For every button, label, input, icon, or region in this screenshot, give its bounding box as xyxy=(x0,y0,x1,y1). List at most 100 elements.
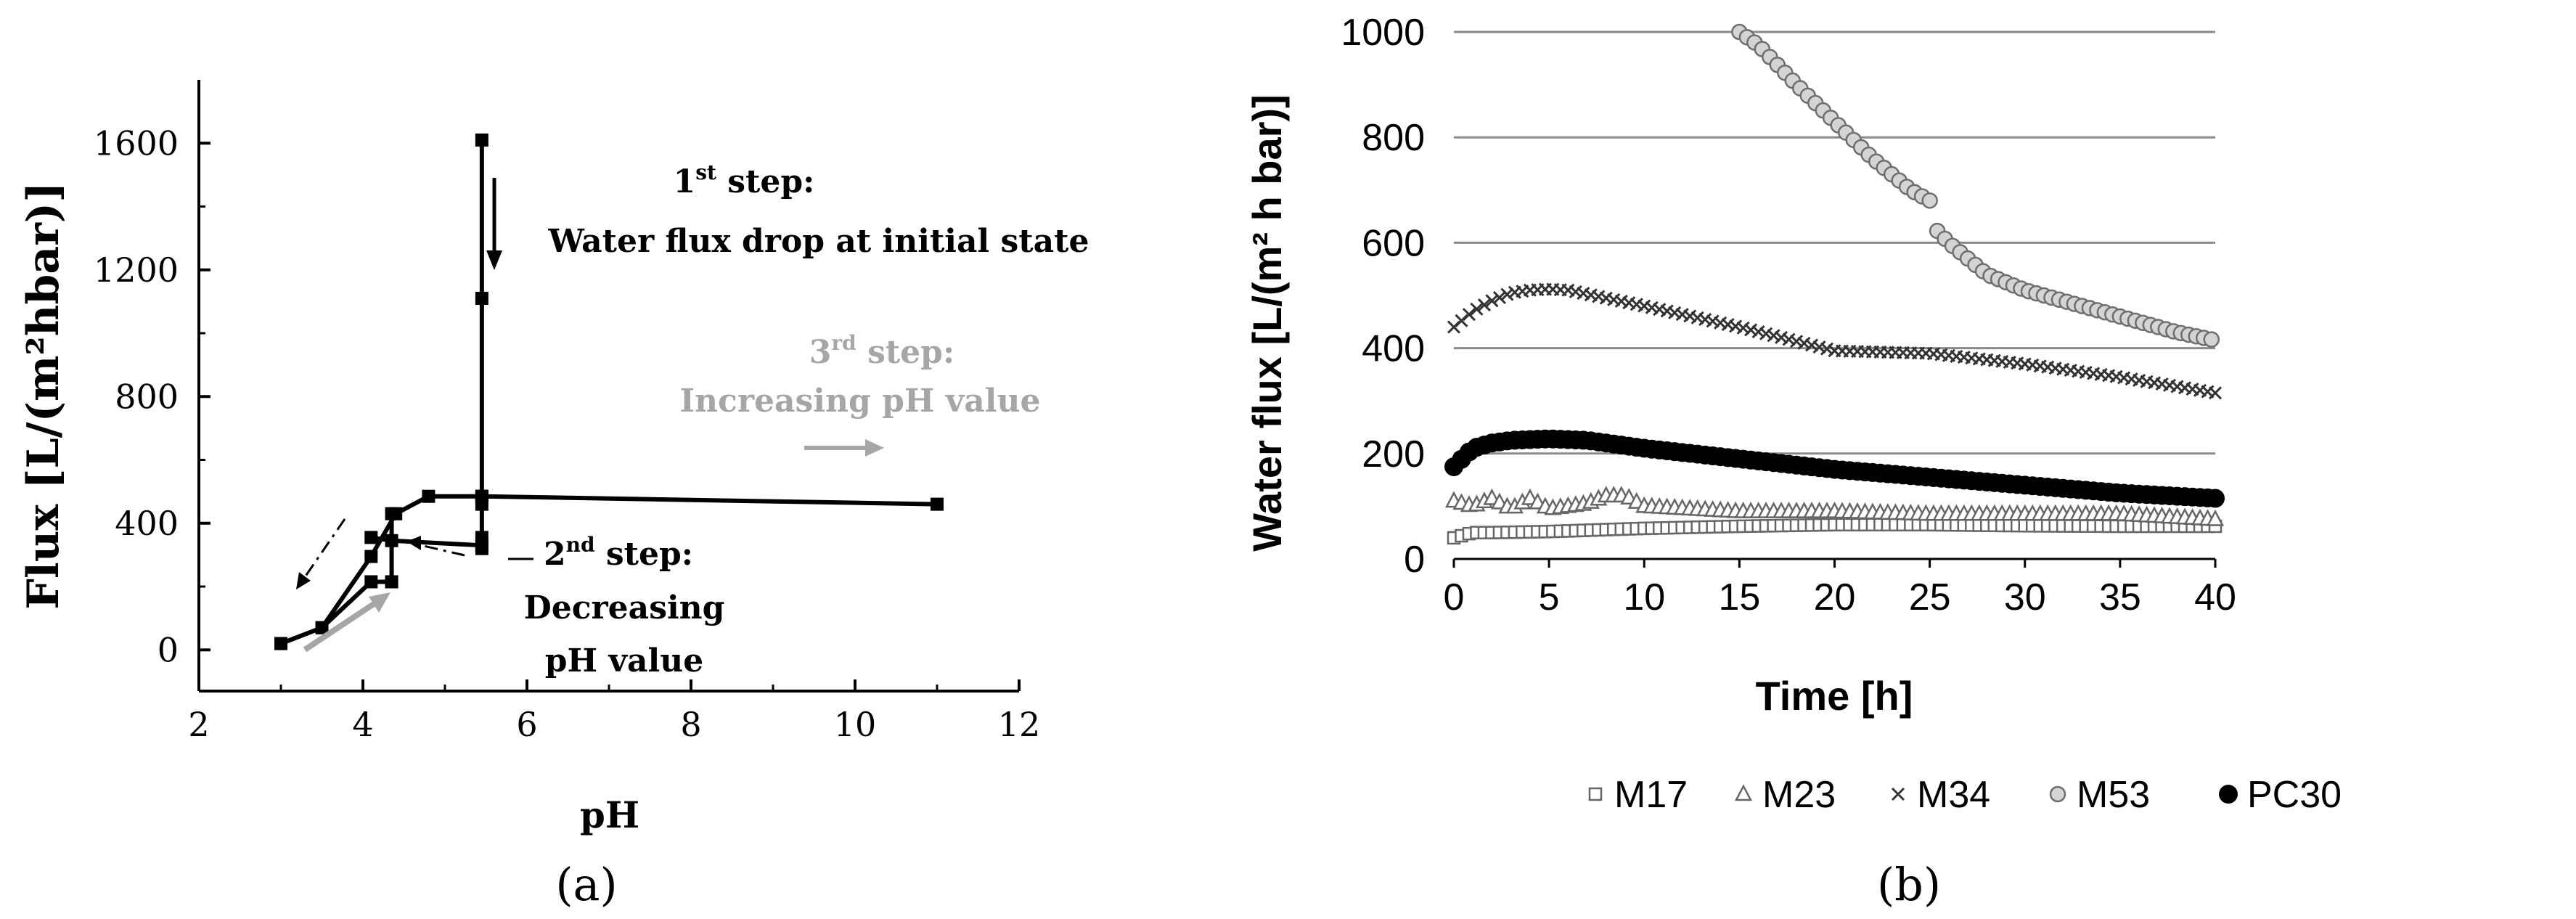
panel-a-series-line-3 xyxy=(481,494,938,507)
panel-a-data-point xyxy=(364,575,378,589)
data-point-M34 xyxy=(1797,336,1811,350)
panel-b-x-tick-label: 25 xyxy=(1909,576,1951,618)
step3-heading: 3rd step: xyxy=(809,331,954,371)
panel-b-x-tick-label: 0 xyxy=(1444,576,1465,618)
panel-b-y-ticks: 0 200 400 600 800 1000 xyxy=(1341,12,1425,581)
data-point-M53 xyxy=(1921,192,1938,209)
panel-a-x-ticks: 2 4 6 8 10 12 xyxy=(188,679,1040,744)
series-M17 xyxy=(1447,518,2223,545)
data-point-M34 xyxy=(1820,342,1834,356)
legend-marker-M17 xyxy=(1588,787,1603,801)
panel-b-y-tick-label: 600 xyxy=(1362,222,1425,264)
legend-marker-PC30 xyxy=(2219,785,2238,804)
panel-b-y-tick-label: 200 xyxy=(1362,433,1425,475)
data-point-M34 xyxy=(1751,325,1765,339)
data-point-M34 xyxy=(1767,329,1780,343)
increase-arrow xyxy=(303,600,378,653)
legend-item-M34: M34 xyxy=(1891,774,1990,816)
data-point-M34 xyxy=(1782,332,1796,346)
panel-a-data-point xyxy=(475,292,488,306)
step2-heading: 2nd step: xyxy=(544,533,693,573)
data-point-M34 xyxy=(1729,319,1743,333)
step3-arrowhead xyxy=(865,439,884,457)
panel-a-data-point xyxy=(475,539,488,552)
data-point-M34 xyxy=(1759,327,1773,340)
step2-arrow-right xyxy=(417,543,465,557)
panel-b-x-tick-label: 35 xyxy=(2099,576,2141,618)
panel-a-data-point xyxy=(385,507,398,520)
series-M23 xyxy=(1444,486,2225,526)
legend-label-M17: M17 xyxy=(1614,774,1688,816)
legend-marker-M23 xyxy=(1734,784,1753,801)
increase-arrowhead xyxy=(369,592,391,613)
panel-b-x-tick-label: 20 xyxy=(1814,576,1856,618)
panel-a-data-point xyxy=(385,575,398,589)
step2-text-line3: pH value xyxy=(545,642,703,679)
annotation-step3: 3rd step: Increasing pH value xyxy=(679,331,1041,457)
series-M34 xyxy=(1447,282,2223,400)
legend-label-M34: M34 xyxy=(1917,774,1990,816)
panel-a-data-point xyxy=(364,531,378,544)
panel-a-data-point xyxy=(475,489,488,503)
data-point-M34 xyxy=(1653,303,1667,316)
legend-label-PC30: PC30 xyxy=(2247,774,2342,816)
panel-a-data-point xyxy=(274,637,287,650)
step2-text-line2: Decreasing xyxy=(524,589,725,626)
panel-b-x-tick-label: 40 xyxy=(2194,576,2236,618)
panel-b-x-tick-label: 10 xyxy=(1623,576,1665,618)
data-point-M34 xyxy=(1789,335,1804,348)
data-point-M34 xyxy=(1736,321,1750,335)
legend-item-M53: M53 xyxy=(2049,774,2150,816)
data-point-M34 xyxy=(1690,311,1704,324)
legend-item-M17: M17 xyxy=(1588,774,1688,816)
panel-a-data-point xyxy=(931,497,944,511)
panel-b: 0 5 10 15 20 25 30 35 40 0 200 400 600 800 1000 Water… xyxy=(1244,12,2342,911)
panel-a-x-tick-label: 4 xyxy=(352,705,373,744)
step3-text: Increasing pH value xyxy=(679,383,1040,420)
panel-b-y-tick-label: 400 xyxy=(1362,328,1425,370)
data-point-M34 xyxy=(1744,323,1758,337)
panel-a-x-tick-label: 8 xyxy=(680,705,701,744)
data-point-M34 xyxy=(2208,386,2223,400)
annotation-step1: 1st step: Water flux drop at initial sta… xyxy=(486,160,1089,270)
legend-marker-M53 xyxy=(2049,785,2066,803)
legend-label-M53: M53 xyxy=(2077,774,2150,816)
data-point-M34 xyxy=(1721,318,1735,332)
panel-b-gridlines xyxy=(1454,30,2215,455)
data-point-M34 xyxy=(1698,313,1712,327)
data-point-M34 xyxy=(1675,308,1689,322)
panel-a-data-point xyxy=(422,489,436,503)
panel-a-y-ticks: 0 400 800 1200 1600 xyxy=(94,123,210,669)
step1-text: Water flux drop at initial state xyxy=(548,223,1089,260)
data-point-M34 xyxy=(1804,338,1819,352)
step2-arrowhead-left xyxy=(296,572,311,589)
panel-b-x-ticks: 0 5 10 15 20 25 30 35 40 xyxy=(1444,559,2236,618)
panel-a-y-tick-label: 1200 xyxy=(94,250,179,290)
data-point-M34 xyxy=(1637,299,1651,313)
panel-b-x-tick-label: 15 xyxy=(1718,576,1760,618)
data-point-M34 xyxy=(1492,290,1507,304)
data-point-M34 xyxy=(1485,294,1499,308)
panel-a-x-tick-label: 10 xyxy=(834,705,877,744)
panel-b-y-tick-label: 800 xyxy=(1362,117,1425,159)
legend-label-M23: M23 xyxy=(1762,774,1836,816)
step1-arrowhead xyxy=(486,250,502,270)
data-point-M34 xyxy=(1645,301,1659,314)
panel-a-data-point xyxy=(475,133,488,147)
panel-a-y-tick-label: 400 xyxy=(115,504,179,543)
panel-b-y-tick-label: 0 xyxy=(1404,539,1425,581)
data-point-M34 xyxy=(1683,309,1697,323)
panel-a-x-tick-label: 2 xyxy=(188,705,209,744)
panel-a-xlabel: pH xyxy=(580,793,639,836)
data-point-M34 xyxy=(1668,306,1682,319)
data-point-PC30 xyxy=(2206,489,2225,508)
annotation-step2: 2nd step: Decreasing pH value xyxy=(296,518,725,679)
panel-a-series-line-5 xyxy=(279,579,392,646)
panel-b-y-tick-label: 1000 xyxy=(1341,12,1425,54)
panel-b-xlabel: Time [h] xyxy=(1756,673,1913,719)
data-point-M34 xyxy=(1706,314,1720,328)
legend-marker-M34 xyxy=(1891,787,1905,801)
data-point-M34 xyxy=(1477,298,1492,312)
panel-b-x-tick-label: 30 xyxy=(2004,576,2046,618)
